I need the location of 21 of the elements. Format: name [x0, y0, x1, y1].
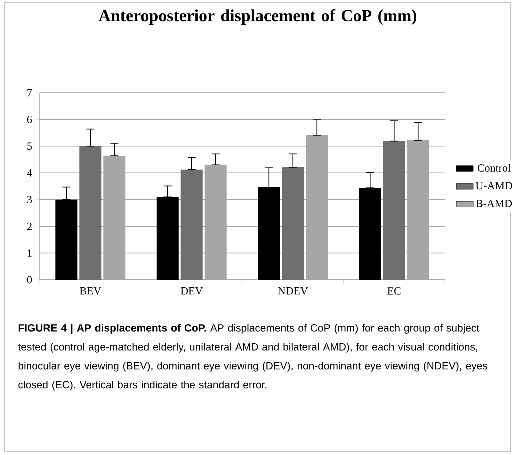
y-tick-label: 2 [27, 222, 32, 230]
y-tick-label: 6 [27, 116, 32, 124]
x-tick-label: DEV [180, 288, 204, 295]
legend-label: B-AMD [476, 200, 512, 208]
y-tick-label: 4 [27, 170, 32, 177]
x-tick-label: NDEV [278, 288, 308, 295]
legend-label: U-AMD [476, 182, 512, 190]
y-tick-label: 5 [28, 142, 32, 150]
x-tick-label: EC [388, 288, 401, 295]
bar [180, 170, 203, 280]
y-tick-label: 3 [28, 196, 32, 204]
legend-label: Control [478, 164, 511, 172]
y-tick-label: 1 [28, 250, 32, 257]
x-tick-label: BEV [80, 288, 102, 295]
bar [383, 141, 406, 280]
y-tick-label: 7 [28, 89, 32, 97]
y-tick-label: 0 [27, 276, 32, 284]
text: FIGURE 4 | AP displacements of CoP. AP displacements of CoP (mm) for each group of subject tested (control age-matched elderly, unilateral AMD and bilateral AMD), for each visual conditions, binocular eye viewing (BEV), dominant eye viewing (DEV), non-dominant eye viewing (NDEV), eyes closed (EC). Vertical bars indicate the standard error. [18, 324, 488, 391]
bar [80, 146, 102, 280]
chart-title: Anteroposterior displacement of CoP (mm) [98, 10, 417, 26]
bar [282, 168, 304, 280]
